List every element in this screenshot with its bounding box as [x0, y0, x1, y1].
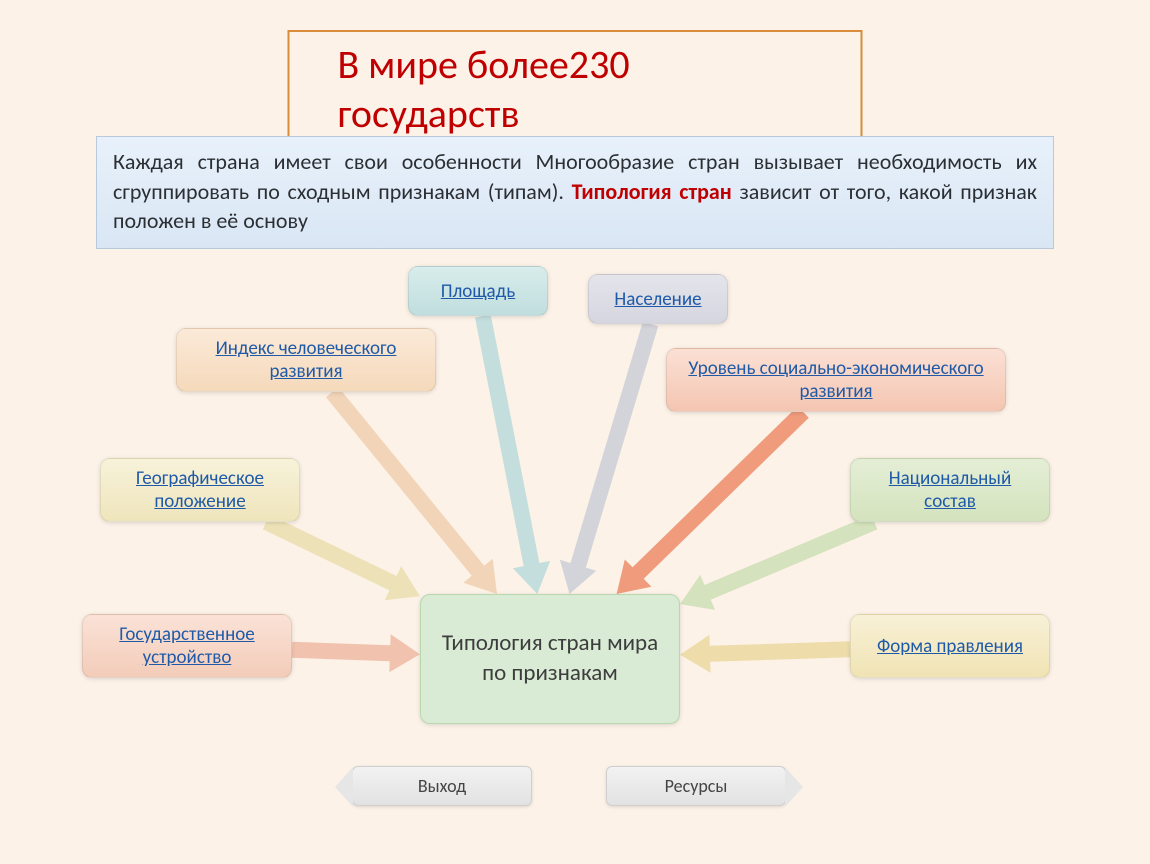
resources-button[interactable]: Ресурсы: [606, 766, 786, 806]
page-title: В мире более230 государств: [288, 30, 863, 148]
node-ethnic[interactable]: Национальный состав: [850, 458, 1050, 522]
title-text: В мире более230 государств: [338, 40, 630, 138]
arrow-socioecon: [617, 406, 809, 594]
arrow-hdi: [326, 387, 497, 594]
arrow-ethnic: [680, 515, 877, 610]
arrow-form: [680, 635, 850, 673]
exit-label: Выход: [418, 775, 466, 797]
arrow-area: [475, 315, 550, 595]
node-geo[interactable]: Географическое положение: [100, 458, 300, 522]
node-area[interactable]: Площадь: [408, 266, 548, 316]
diagram-area: Типология стран мира по признакам Выход …: [0, 256, 1150, 864]
node-hdi[interactable]: Индекс человеческого развития: [176, 328, 436, 392]
arrow-population: [560, 322, 658, 594]
arrows-layer: [0, 256, 1150, 826]
node-socioecon[interactable]: Уровень социально-экономического развити…: [666, 348, 1006, 412]
node-population[interactable]: Население: [588, 274, 728, 324]
description-box: Каждая страна имеет свои особенности Мно…: [96, 136, 1054, 249]
arrow-gov: [292, 634, 420, 672]
arrow-geo: [263, 515, 420, 601]
resources-label: Ресурсы: [665, 775, 728, 797]
node-form[interactable]: Форма правления: [850, 614, 1050, 678]
desc-highlight: Типология стран: [572, 178, 732, 205]
center-label: Типология стран мира по признакам: [433, 629, 667, 689]
center-node: Типология стран мира по признакам: [420, 594, 680, 724]
exit-button[interactable]: Выход: [352, 766, 532, 806]
node-gov[interactable]: Государственное устройство: [82, 614, 292, 678]
